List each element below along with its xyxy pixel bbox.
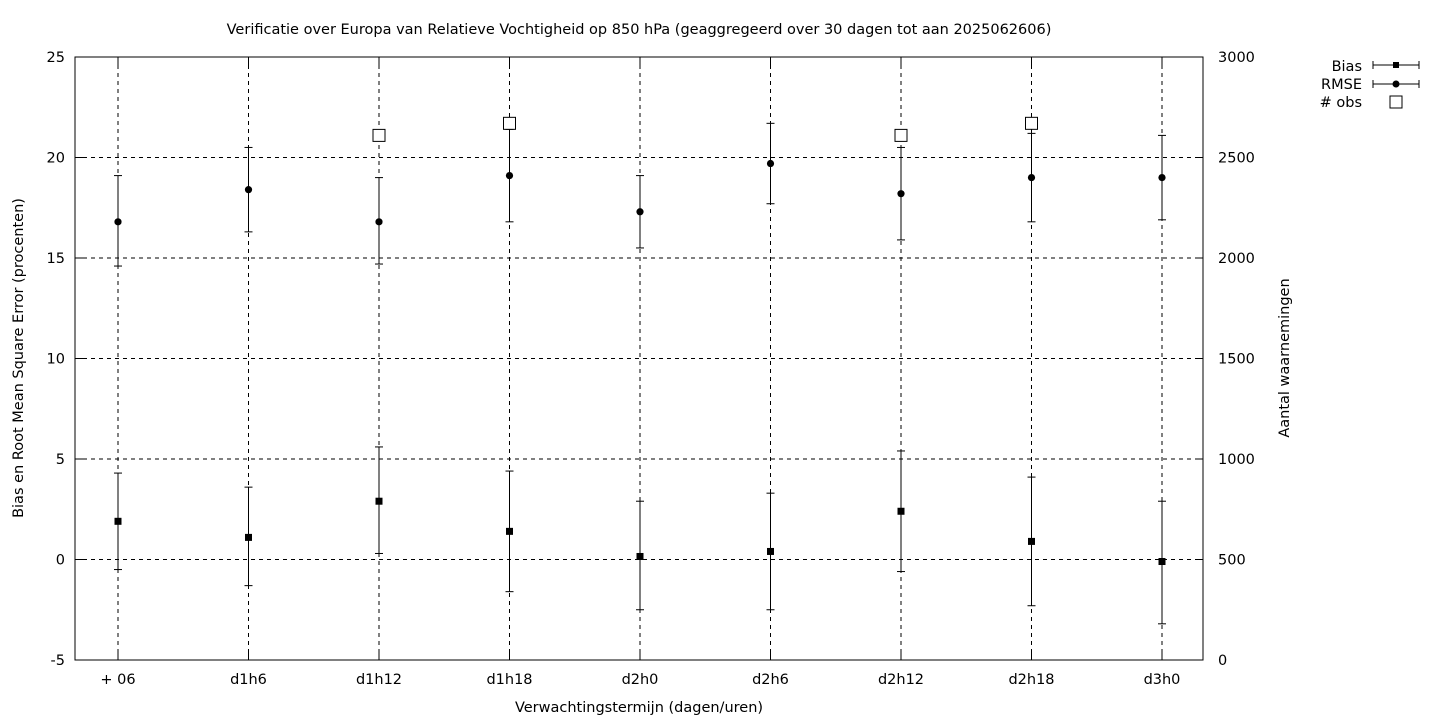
- y2-axis-label: Aantal waarnemingen: [1277, 278, 1293, 437]
- y2-tick-label: 1500: [1218, 352, 1255, 368]
- y-axis-left: -5 0 5 10 15 20 25: [47, 50, 83, 669]
- bias-point: [245, 533, 252, 541]
- legend-label-bias: Bias: [1332, 59, 1362, 75]
- x-tick-label: d2h12: [878, 672, 924, 688]
- y-tick-label: 0: [56, 553, 65, 569]
- y-axis-right: 0 500 1000 1500 2000 2500 3000: [1195, 50, 1255, 669]
- x-tick-label: + 06: [100, 672, 135, 688]
- rmse-point: [897, 190, 905, 198]
- x-tick-label: d2h6: [752, 672, 789, 688]
- y2-tick-label: 1000: [1218, 452, 1255, 468]
- x-tick-label: d2h18: [1008, 672, 1054, 688]
- y-tick-label: 10: [47, 352, 65, 368]
- rmse-point: [636, 208, 644, 216]
- x-axis-label: Verwachtingstermijn (dagen/uren): [515, 700, 763, 716]
- obs-point: [894, 128, 908, 142]
- x-tick-label: d1h18: [486, 672, 532, 688]
- rmse-point: [766, 159, 775, 168]
- chart-title: Verificatie over Europa van Relatieve Vo…: [227, 22, 1052, 38]
- bias-point: [1158, 558, 1166, 566]
- legend-marker-bias: [1393, 62, 1399, 68]
- y2-tick-label: 2500: [1218, 151, 1255, 167]
- rmse-point: [505, 171, 514, 180]
- y-tick-label: 25: [47, 50, 65, 66]
- y-tick-label: 5: [56, 452, 65, 468]
- y2-tick-label: 500: [1218, 553, 1246, 569]
- rmse-point: [1027, 174, 1036, 182]
- legend-label-obs: # obs: [1320, 95, 1362, 111]
- grid: [75, 57, 1203, 660]
- obs-point: [372, 128, 386, 142]
- x-tick-label: d1h12: [356, 672, 402, 688]
- rmse-point: [375, 218, 383, 226]
- y-tick-label: 15: [47, 251, 65, 267]
- rmse-point: [244, 186, 253, 194]
- y-tick-label: 20: [47, 151, 65, 167]
- bias-point: [897, 507, 905, 515]
- bias-point: [1028, 537, 1035, 545]
- bias-point: [767, 547, 774, 555]
- data-series: [114, 116, 1166, 625]
- x-tick-label: d3h0: [1144, 672, 1181, 688]
- y-tick-label: -5: [51, 653, 65, 669]
- obs-point: [1025, 116, 1038, 130]
- y2-tick-label: 3000: [1218, 50, 1255, 66]
- bias-point: [636, 552, 644, 560]
- x-axis: + 06 d1h6 d1h12 d1h18 d2h0 d2h6 d2h12 d2h18 d3h0: [100, 57, 1180, 688]
- legend-marker-rmse: [1392, 80, 1400, 88]
- x-tick-label: d2h0: [622, 672, 659, 688]
- x-tick-label: d1h6: [230, 672, 267, 688]
- legend: Bias RMSE # obs: [1320, 59, 1420, 111]
- bias-point: [114, 517, 122, 525]
- obs-point: [503, 116, 516, 130]
- rmse-point: [1158, 174, 1166, 182]
- y-axis-label: Bias en Root Mean Square Error (procente…: [11, 198, 27, 518]
- bias-point: [375, 497, 383, 505]
- bias-point: [506, 527, 513, 535]
- rmse-point: [114, 218, 122, 226]
- y2-tick-label: 2000: [1218, 251, 1255, 267]
- legend-label-rmse: RMSE: [1321, 77, 1362, 93]
- legend-marker-obs: [1389, 95, 1403, 109]
- y2-tick-label: 0: [1218, 653, 1227, 669]
